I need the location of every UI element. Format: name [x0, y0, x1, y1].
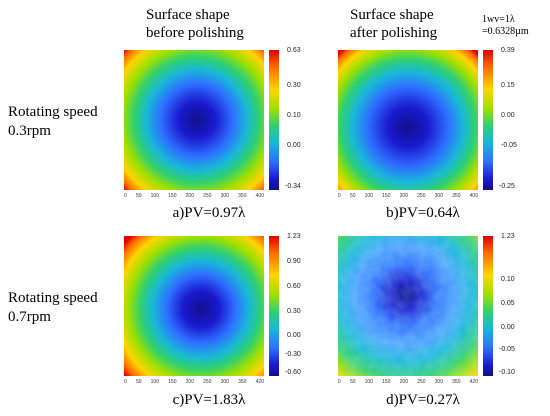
colorbar-b-t8: -0.05: [501, 142, 517, 149]
x-tick: 250: [417, 379, 426, 385]
colorbar-d: [483, 236, 493, 376]
row-label-1: Rotating speed 0.3rpm: [8, 103, 98, 141]
x-tick: 400: [255, 193, 264, 199]
x-tick: 350: [452, 193, 461, 199]
row-label-1-line2: 0.3rpm: [8, 123, 51, 139]
surface-map-d: [338, 236, 478, 376]
colorbar-b-max: 0.39: [501, 47, 515, 54]
x-tick: 100: [364, 193, 373, 199]
surface-map-a: [124, 50, 264, 190]
header-after-line1: Surface shape: [350, 7, 434, 23]
x-tick: 0: [124, 193, 127, 199]
colorbar-c: [269, 236, 279, 376]
x-tick: 200: [399, 379, 408, 385]
x-tick: 200: [185, 379, 194, 385]
x-tick: 50: [135, 379, 142, 385]
colorbar-d-t3: 0.00: [501, 324, 515, 331]
x-tick: 350: [452, 379, 461, 385]
unit-note-line2: =0.6328µm: [482, 26, 529, 37]
x-tick: 250: [417, 193, 426, 199]
colorbar-d-t2: 0.05: [501, 300, 515, 307]
x-tick: 50: [349, 193, 356, 199]
x-tick: 300: [434, 379, 443, 385]
caption-d: d)PV=0.27λ: [386, 392, 460, 408]
colorbar-b: [483, 50, 493, 190]
x-tick: 100: [364, 379, 373, 385]
colorbar-c-t4: 0.00: [287, 332, 301, 339]
x-axis-d: 0 50 100 150 200 250 300 350 420: [338, 379, 478, 385]
colorbar-a: [269, 50, 279, 190]
x-tick: 100: [150, 379, 159, 385]
row-label-2-line1: Rotating speed: [8, 290, 98, 306]
header-before-line1: Surface shape: [146, 7, 230, 23]
colorbar-d-max: 1.23: [501, 233, 515, 240]
colorbar-b-t4: 0.15: [501, 82, 515, 89]
colorbar-a-t5: 0.10: [287, 112, 301, 119]
x-tick: 300: [220, 379, 229, 385]
header-after-line2: after polishing: [350, 25, 438, 41]
x-tick: 420: [255, 379, 264, 385]
x-tick: 0: [124, 379, 127, 385]
x-tick: 200: [399, 193, 408, 199]
x-tick: 50: [349, 379, 356, 385]
unit-note: 1wv=1λ =0.6328µm: [482, 14, 529, 38]
x-tick: 0: [338, 379, 341, 385]
x-tick: 420: [469, 379, 478, 385]
x-tick: 200: [185, 193, 194, 199]
x-tick: 350: [238, 379, 247, 385]
colorbar-c-t1: 0.90: [287, 258, 301, 265]
colorbar-b-t7: 0.00: [501, 112, 515, 119]
x-tick: 150: [382, 379, 391, 385]
x-tick: 150: [168, 379, 177, 385]
colorbar-a-t6: 0.00: [287, 142, 301, 149]
colorbar-a-max: 0.63: [287, 47, 301, 54]
x-tick: 250: [203, 193, 212, 199]
caption-a: a)PV=0.97λ: [172, 205, 246, 221]
x-axis-a: 0 50 100 150 200 250 300 350 400: [124, 193, 264, 199]
x-tick: 150: [168, 193, 177, 199]
colorbar-b-min: -0.25: [499, 183, 515, 190]
x-tick: 50: [135, 193, 142, 199]
header-before-line2: before polishing: [146, 25, 244, 41]
x-tick: 150: [382, 193, 391, 199]
colorbar-c-t2: 0.60: [287, 283, 301, 290]
row-label-1-line1: Rotating speed: [8, 104, 98, 120]
header-before: Surface shape before polishing: [146, 6, 244, 42]
colorbar-a-t3: 0.30: [287, 82, 301, 89]
x-tick: 300: [220, 193, 229, 199]
x-axis-c: 0 50 100 150 200 250 300 350 420: [124, 379, 264, 385]
caption-c: c)PV=1.83λ: [172, 392, 246, 408]
colorbar-c-min: -0.60: [285, 369, 301, 376]
x-tick: 100: [150, 193, 159, 199]
row-label-2: Rotating speed 0.7rpm: [8, 289, 98, 327]
x-axis-b: 0 50 100 150 200 250 300 350 400: [338, 193, 478, 199]
surface-map-c: [124, 236, 264, 376]
colorbar-c-t3: 0.30: [287, 308, 301, 315]
x-tick: 250: [203, 379, 212, 385]
colorbar-a-min: -0.34: [285, 183, 301, 190]
colorbar-d-t1: 0.10: [501, 276, 515, 283]
caption-b: b)PV=0.64λ: [386, 205, 460, 221]
header-after: Surface shape after polishing: [350, 6, 437, 42]
colorbar-c-max: 1.23: [287, 233, 301, 240]
surface-map-b: [338, 50, 478, 190]
colorbar-d-t4: -0.05: [499, 346, 515, 353]
colorbar-c-t5: -0.30: [285, 351, 301, 358]
x-tick: 350: [238, 193, 247, 199]
x-tick: 300: [434, 193, 443, 199]
unit-note-line1: 1wv=1λ: [482, 14, 515, 25]
x-tick: 0: [338, 193, 341, 199]
row-label-2-line2: 0.7rpm: [8, 309, 51, 325]
x-tick: 400: [469, 193, 478, 199]
colorbar-d-min: -0.10: [499, 369, 515, 376]
